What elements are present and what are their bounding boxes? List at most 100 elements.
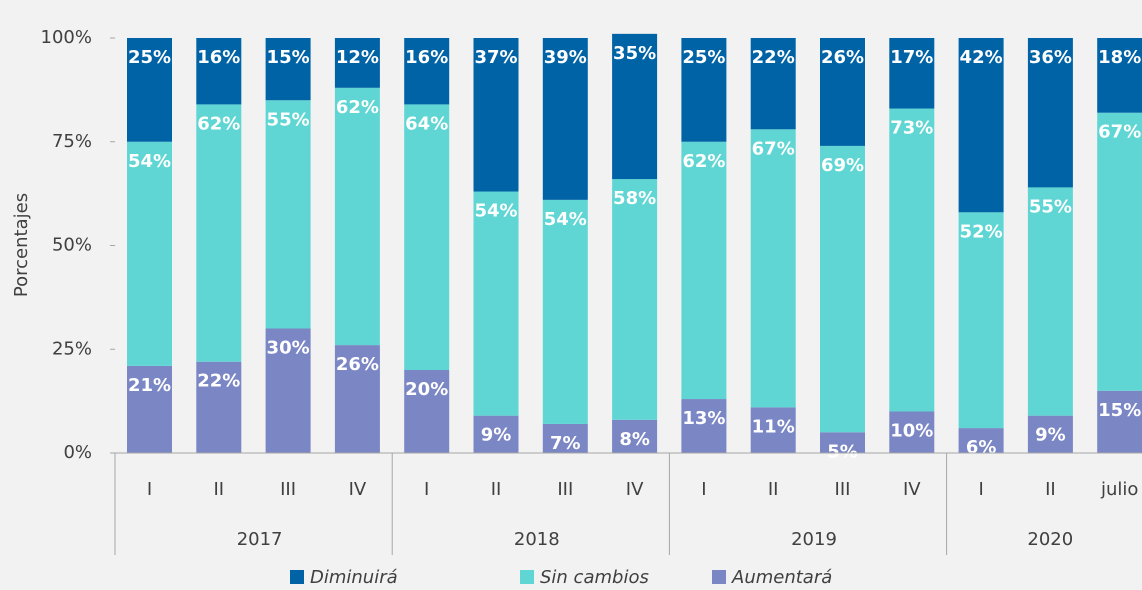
bar-segment — [473, 38, 519, 192]
bar-segment — [681, 141, 727, 400]
legend-label: Sin cambios — [540, 567, 649, 588]
bar-segment — [404, 38, 450, 105]
bar-segment — [1027, 38, 1073, 188]
bar-segment — [958, 428, 1004, 453]
data-label: 9% — [481, 425, 512, 446]
data-label: 9% — [1035, 425, 1066, 446]
data-label: 73% — [890, 118, 933, 139]
data-label: 20% — [405, 379, 448, 400]
data-label: 6% — [966, 437, 997, 458]
bar-segment — [265, 38, 311, 101]
data-label: 18% — [1098, 47, 1141, 68]
bar-segment — [334, 345, 380, 453]
data-label: 62% — [682, 151, 725, 172]
bar-segment — [127, 38, 172, 142]
y-tick-label: 0% — [63, 442, 92, 463]
bar-segment — [612, 419, 658, 453]
data-label: 54% — [544, 209, 587, 230]
data-label: 26% — [821, 47, 864, 68]
group-label: 2017 — [237, 529, 283, 550]
bar-segment — [404, 104, 450, 371]
bar-segment — [681, 399, 727, 453]
bar-segment — [1027, 187, 1073, 416]
bar-segment — [750, 38, 796, 130]
bar-segment — [820, 145, 865, 433]
bar-segment — [750, 407, 796, 453]
legend-label: Aumentará — [731, 567, 832, 588]
bar-segment — [473, 191, 519, 416]
group-label: 2020 — [1027, 529, 1073, 550]
y-axis-label: Porcentajes — [11, 193, 32, 297]
x-tick-label: III — [557, 479, 573, 500]
data-label: 69% — [821, 155, 864, 176]
data-label: 16% — [197, 47, 240, 68]
x-tick-label: II — [768, 479, 779, 500]
data-label: 25% — [682, 47, 725, 68]
bar-segment — [265, 100, 311, 329]
group-label: 2019 — [791, 529, 837, 550]
x-tick-label: IV — [903, 479, 921, 500]
x-tick-label: II — [213, 479, 224, 500]
bar-segment — [820, 38, 865, 146]
bar-segment — [404, 370, 450, 453]
data-label: 30% — [267, 338, 310, 359]
x-tick-label: I — [424, 479, 429, 500]
data-label: 22% — [752, 47, 795, 68]
x-tick-label: I — [701, 479, 706, 500]
bar-segment — [542, 199, 588, 424]
y-tick-label: 50% — [52, 235, 92, 256]
legend-swatch — [520, 570, 534, 584]
x-tick-label: I — [978, 479, 983, 500]
y-tick-label: 25% — [52, 338, 92, 359]
x-tick-label: III — [280, 479, 296, 500]
x-tick-label: I — [147, 479, 152, 500]
bar-segment — [1027, 415, 1073, 453]
x-tick-label: III — [835, 479, 851, 500]
data-label: 17% — [890, 47, 933, 68]
bar-segment — [334, 87, 380, 346]
bar-segment — [473, 415, 519, 453]
data-label: 11% — [752, 416, 795, 437]
data-label: 55% — [1029, 196, 1072, 217]
data-label: 15% — [267, 47, 310, 68]
data-label: 35% — [613, 43, 656, 64]
data-label: 15% — [1098, 400, 1141, 421]
data-label: 22% — [197, 371, 240, 392]
legend-swatch — [290, 570, 304, 584]
data-label: 5% — [827, 441, 858, 462]
bar-segment — [542, 38, 588, 200]
bar-segment — [958, 212, 1004, 429]
data-label: 62% — [336, 97, 379, 118]
legend-label: Diminuirá — [310, 567, 398, 588]
data-label: 25% — [128, 47, 171, 68]
bar-segment — [612, 33, 658, 180]
bar-segment — [196, 361, 242, 453]
bar-segment — [820, 432, 865, 453]
bar-segment — [1097, 390, 1142, 453]
bar-segment — [334, 38, 380, 88]
data-label: 58% — [613, 188, 656, 209]
data-label: 37% — [474, 47, 517, 68]
bar-segment — [889, 108, 935, 412]
bar-segment — [196, 38, 242, 105]
x-tick-label: IV — [349, 479, 367, 500]
bar-segment — [750, 129, 796, 408]
y-tick-label: 75% — [52, 131, 92, 152]
data-label: 39% — [544, 47, 587, 68]
y-tick-label: 100% — [41, 27, 92, 48]
bar-segment — [127, 141, 172, 366]
x-tick-label: II — [1045, 479, 1056, 500]
data-label: 8% — [619, 429, 650, 450]
data-label: 26% — [336, 354, 379, 375]
data-label: 36% — [1029, 47, 1072, 68]
data-label: 64% — [405, 113, 448, 134]
x-tick-label: julio — [1100, 479, 1138, 500]
group-label: 2018 — [514, 529, 560, 550]
x-tick-label: II — [491, 479, 502, 500]
data-label: 12% — [336, 47, 379, 68]
bar-segment — [196, 104, 242, 362]
data-label: 13% — [682, 408, 725, 429]
bar-segment — [889, 38, 935, 109]
data-label: 16% — [405, 47, 448, 68]
